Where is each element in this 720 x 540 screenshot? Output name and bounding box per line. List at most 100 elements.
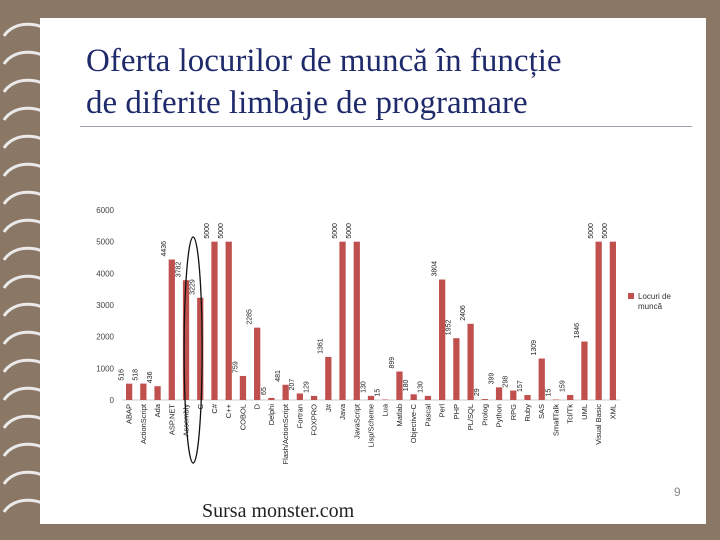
data-label: 180 xyxy=(403,380,410,392)
bar xyxy=(396,371,403,400)
data-label: 518 xyxy=(133,369,140,381)
category-label: Delphi xyxy=(267,404,276,426)
slide-title: Oferta locurilor de muncă în funcție de … xyxy=(86,40,696,124)
bar xyxy=(439,279,446,400)
bar xyxy=(282,384,289,400)
category-label: COBOL xyxy=(238,404,247,430)
y-tick-label: 0 xyxy=(110,396,115,405)
category-label: PHP xyxy=(452,404,461,419)
data-label: 436 xyxy=(147,371,154,383)
category-label: Ruby xyxy=(523,404,532,422)
data-label: 3804 xyxy=(432,261,439,277)
slide-paper xyxy=(40,18,706,524)
bar xyxy=(424,395,432,400)
data-label: 4436 xyxy=(161,241,168,257)
bar xyxy=(410,394,417,400)
category-label: C# xyxy=(210,403,219,413)
data-label: 5000 xyxy=(204,223,211,239)
category-label: Ada xyxy=(153,403,162,417)
bar xyxy=(225,241,232,400)
data-label: 481 xyxy=(275,370,282,382)
data-label: 5000 xyxy=(218,223,225,239)
bar xyxy=(453,338,460,400)
y-tick-label: 6000 xyxy=(96,206,114,215)
data-label: 1361 xyxy=(318,338,325,354)
data-label: 2406 xyxy=(460,305,467,321)
category-label: ABAP xyxy=(125,404,134,424)
data-label: 15 xyxy=(545,389,552,397)
data-label: 1309 xyxy=(531,340,538,356)
bar xyxy=(367,395,375,400)
bar xyxy=(339,241,346,400)
category-label: Matlab xyxy=(395,404,404,427)
category-label: Lua xyxy=(381,403,390,416)
data-label: 5000 xyxy=(588,223,595,239)
data-label: 399 xyxy=(488,373,495,385)
bar-chart: 0 1000 2000 3000 4000 5000 6000 516 ABAP 518 Actio… xyxy=(96,206,671,464)
data-label: 5000 xyxy=(602,223,609,239)
category-label: Tcl/Tk xyxy=(566,404,575,424)
y-tick-label: 2000 xyxy=(96,333,114,342)
source-note: Sursa monster.com xyxy=(202,500,355,522)
bar xyxy=(140,383,147,400)
category-label: XML xyxy=(608,404,617,419)
highlight-ellipse xyxy=(183,236,203,464)
data-label: 516 xyxy=(118,369,125,381)
category-label: C xyxy=(196,403,205,409)
category-label: PL/SQL xyxy=(466,404,475,430)
title-underline xyxy=(80,126,692,127)
category-label: Lisp/Scheme xyxy=(367,404,376,447)
bar xyxy=(325,356,332,400)
category-label: Perl xyxy=(438,404,447,418)
y-tick-label: 4000 xyxy=(96,269,114,278)
data-label: 5000 xyxy=(346,223,353,239)
bar xyxy=(211,241,218,400)
bar xyxy=(581,341,588,400)
data-label: 130 xyxy=(417,381,424,393)
data-label: 5000 xyxy=(332,223,339,239)
y-tick-label: 3000 xyxy=(96,301,114,310)
bar xyxy=(382,399,389,401)
bar xyxy=(168,259,175,400)
category-label: SAS xyxy=(537,404,546,419)
data-label: 298 xyxy=(503,376,510,388)
category-label: Fortran xyxy=(295,404,304,428)
category-label: Prolog xyxy=(480,404,489,426)
category-label: Python xyxy=(495,404,504,427)
data-label: 157 xyxy=(517,380,524,392)
bar xyxy=(353,241,360,400)
data-label: 899 xyxy=(389,357,396,369)
data-label: 759 xyxy=(232,361,239,373)
data-label: 3782 xyxy=(175,262,182,278)
category-label: ASP.NET xyxy=(167,404,176,436)
bar xyxy=(609,241,617,400)
data-label: 3229 xyxy=(190,279,197,295)
category-label: Java xyxy=(338,403,347,420)
data-label: 159 xyxy=(560,380,567,392)
data-label: 65 xyxy=(261,387,268,395)
bar xyxy=(524,395,531,400)
category-label: Objective-C xyxy=(409,403,418,443)
data-label: 129 xyxy=(303,381,310,393)
title-line-1: Oferta locurilor de muncă în funcție xyxy=(86,43,562,79)
y-tick-label: 1000 xyxy=(96,364,114,373)
bar xyxy=(510,390,517,400)
bar xyxy=(182,280,190,400)
page-number: 9 xyxy=(674,485,681,499)
category-label: SmallTalk xyxy=(551,404,560,436)
data-label: 29 xyxy=(474,388,481,396)
bar xyxy=(495,387,503,400)
data-label: 1846 xyxy=(574,323,581,339)
legend-swatch xyxy=(628,293,634,299)
bar xyxy=(268,397,275,400)
bar xyxy=(595,241,602,400)
data-label: 207 xyxy=(289,379,296,391)
category-label: C++ xyxy=(224,403,233,418)
bar xyxy=(239,375,247,400)
category-label: Pascal xyxy=(423,404,432,427)
category-label: FOXPRO xyxy=(310,404,319,436)
data-label: 130 xyxy=(360,381,367,393)
category-label: ActionScript xyxy=(139,403,148,444)
bar xyxy=(254,327,261,400)
category-label: UML xyxy=(580,404,589,420)
